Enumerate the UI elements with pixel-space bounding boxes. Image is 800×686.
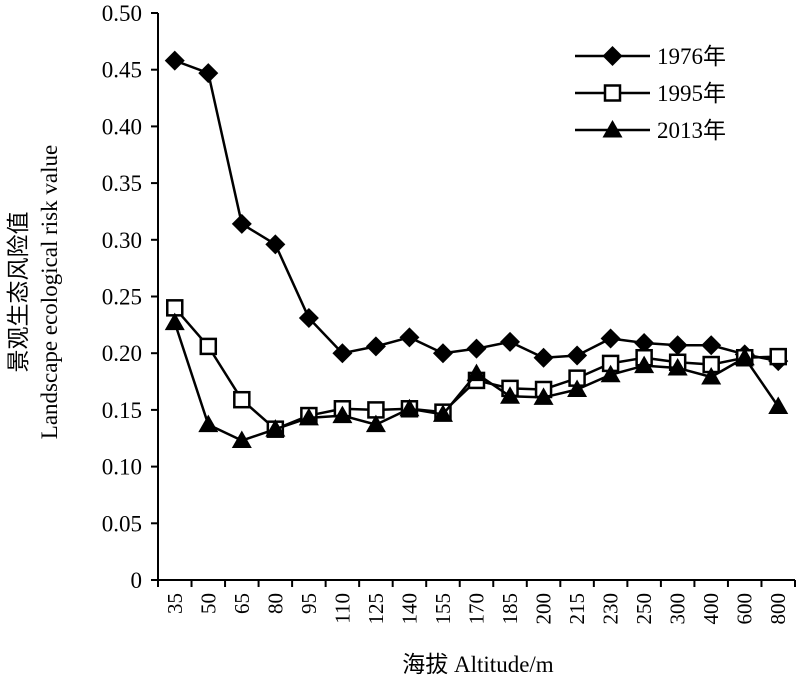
data-point <box>198 63 219 84</box>
legend-marker <box>602 46 623 66</box>
x-tick-label: 140 <box>397 593 421 625</box>
x-tick-label: 250 <box>632 593 656 625</box>
chart-legend: 1976年 1995年 2013年 <box>575 44 726 143</box>
data-point <box>567 379 588 397</box>
y-tick-label: 0.15 <box>102 398 142 423</box>
data-point <box>701 335 722 356</box>
x-tick-label: 230 <box>599 593 623 625</box>
data-point <box>164 312 185 331</box>
series-2 <box>164 312 789 449</box>
data-point <box>768 396 789 414</box>
x-axis-ticks: 35 50 65 80 95 110 125 140 155 170 185 200 215 230 250… <box>157 580 796 625</box>
data-point <box>198 414 219 433</box>
data-point <box>533 387 554 405</box>
legend-item: 1976年 <box>575 44 726 69</box>
data-point <box>298 407 319 426</box>
x-tick-label: 110 <box>330 593 354 624</box>
data-point <box>667 357 688 376</box>
x-tick-label: 215 <box>565 593 589 625</box>
legend-label: 2013年 <box>657 118 726 143</box>
data-point <box>399 327 420 348</box>
data-point <box>600 364 621 383</box>
x-tick-label: 400 <box>699 593 723 625</box>
data-point <box>500 331 521 352</box>
data-point <box>164 50 185 71</box>
data-point <box>667 335 688 356</box>
y-axis-title-cn: 景观生态风险值 <box>6 212 31 373</box>
legend-marker <box>602 120 623 138</box>
legend-label: 1995年 <box>657 81 726 106</box>
data-point <box>365 336 386 357</box>
x-tick-label: 185 <box>498 593 522 625</box>
data-point <box>634 355 655 374</box>
data-point <box>432 404 453 422</box>
data-point <box>199 337 218 356</box>
data-point <box>734 347 755 366</box>
x-tick-label: 200 <box>532 593 556 625</box>
data-point <box>567 345 588 366</box>
data-point <box>233 390 251 409</box>
chart-series <box>164 50 789 449</box>
data-point <box>231 213 252 234</box>
y-tick-label: 0.40 <box>102 114 142 139</box>
y-axis-title-en: Landscape ecological risk value <box>37 145 62 439</box>
y-tick-label: 0.30 <box>102 228 142 253</box>
data-point <box>298 308 319 329</box>
data-point <box>365 414 386 433</box>
x-tick-label: 35 <box>163 593 187 614</box>
data-point <box>432 343 453 364</box>
x-tick-label: 170 <box>465 593 489 625</box>
legend-label: 1976年 <box>657 44 726 69</box>
y-tick-label: 0.20 <box>102 341 142 366</box>
data-point <box>399 398 420 417</box>
data-point <box>769 347 787 366</box>
x-tick-label: 155 <box>431 593 455 625</box>
x-tick-label: 80 <box>263 593 287 614</box>
x-tick-label: 800 <box>766 593 790 625</box>
y-tick-label: 0.45 <box>102 58 142 83</box>
x-tick-label: 65 <box>230 593 254 614</box>
data-point <box>265 419 286 437</box>
series-0 <box>164 50 789 372</box>
data-point <box>500 386 521 404</box>
data-point <box>231 430 252 449</box>
data-point <box>332 405 353 424</box>
data-point <box>600 328 621 349</box>
y-axis-ticks: 0 0.05 0.10 0.15 0.20 0.25 0.30 0.35 0.40 0.45 0.5… <box>102 1 158 593</box>
x-tick-label: 300 <box>666 593 690 625</box>
x-tick-label: 600 <box>733 593 757 625</box>
x-tick-label: 125 <box>364 593 388 625</box>
data-point <box>265 234 286 255</box>
legend-marker <box>603 84 622 102</box>
x-tick-label: 95 <box>297 593 321 614</box>
legend-item: 1995年 <box>575 81 726 106</box>
data-point <box>701 367 722 385</box>
data-point <box>533 347 554 368</box>
legend-item: 2013年 <box>575 118 726 143</box>
y-tick-label: 0.10 <box>102 455 142 480</box>
data-point <box>332 343 353 364</box>
data-point <box>466 363 487 382</box>
data-point <box>466 338 487 359</box>
y-tick-label: 0.35 <box>102 171 142 196</box>
y-tick-label: 0.50 <box>102 1 142 26</box>
y-tick-label: 0.25 <box>102 285 142 310</box>
y-tick-label: 0.05 <box>102 511 142 536</box>
x-axis-title: 海拔 Altitude/m <box>402 652 554 677</box>
x-tick-label: 50 <box>196 593 220 614</box>
y-tick-label: 0 <box>131 568 143 593</box>
data-point <box>634 332 655 353</box>
